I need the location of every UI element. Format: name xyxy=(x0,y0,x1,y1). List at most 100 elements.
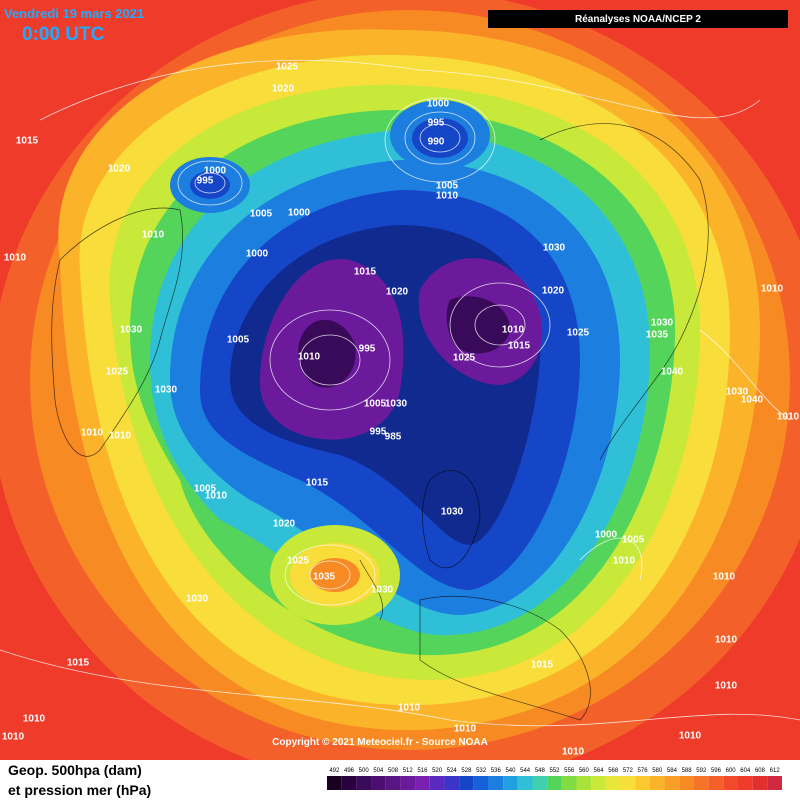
isobar-label: 995 xyxy=(370,427,387,438)
scale-label: 568 xyxy=(608,768,619,774)
isobar-label: 1010 xyxy=(502,325,525,336)
isobar-label: 1015 xyxy=(67,658,90,669)
isobar-label: 1010 xyxy=(454,724,477,735)
isobar-label: 1010 xyxy=(436,191,459,202)
isobar-label: 1000 xyxy=(288,208,311,219)
isobar-label: 1030 xyxy=(155,385,178,396)
scale-swatch xyxy=(649,776,665,790)
color-scale: 492 496 500 504 508 512 516 520 524 528 532 536 540 5… xyxy=(327,768,782,790)
scale-swatch xyxy=(356,776,372,790)
isobar-label: 1010 xyxy=(142,230,165,241)
scale-label: 588 xyxy=(682,768,693,774)
scale-label: 516 xyxy=(417,768,428,774)
scale-swatch xyxy=(605,776,621,790)
scale-label: 556 xyxy=(564,768,575,774)
isobar-label: 1005 xyxy=(436,181,459,192)
scale-swatch xyxy=(459,776,474,790)
isobar-label: 1025 xyxy=(567,328,590,339)
scale-label: 604 xyxy=(740,768,751,774)
isobar-label: 1020 xyxy=(386,287,409,298)
scale-label: 500 xyxy=(359,768,370,774)
isobar-label: 1010 xyxy=(4,253,27,264)
footer-line1: Geop. 500hpa (dam) xyxy=(8,762,142,778)
isobar-label: 1025 xyxy=(276,62,299,73)
scale-swatch xyxy=(473,776,489,790)
isobar-label: 1030 xyxy=(120,325,143,336)
scale-label: 548 xyxy=(535,768,546,774)
scale-label: 504 xyxy=(373,768,384,774)
isobar-label: 985 xyxy=(385,432,402,443)
isobar-label: 1000 xyxy=(246,249,269,260)
scale-swatch xyxy=(503,776,518,790)
isobar-label: 1020 xyxy=(542,286,565,297)
isobar-label: 1030 xyxy=(651,318,674,329)
scale-label: 612 xyxy=(770,768,781,774)
isobar-label: 1025 xyxy=(106,367,129,378)
isobar-label: 1035 xyxy=(313,572,336,583)
isobar-label: 1010 xyxy=(298,352,321,363)
scale-swatch xyxy=(517,776,533,790)
isobar-label: 1015 xyxy=(508,341,531,352)
scale-swatch xyxy=(620,776,636,790)
isobar-label: 1005 xyxy=(364,399,387,410)
scale-label: 552 xyxy=(549,768,560,774)
isobar-label: 1005 xyxy=(622,535,645,546)
isobar-label: 1010 xyxy=(613,556,636,567)
isobar-label: 1020 xyxy=(273,519,296,530)
scale-swatch xyxy=(767,776,782,790)
date: Vendredi 19 mars 2021 xyxy=(4,6,144,21)
isobar-label: 1005 xyxy=(250,209,273,220)
scale-swatch xyxy=(385,776,401,790)
isobar-label: 1010 xyxy=(398,703,421,714)
scale-label: 540 xyxy=(505,768,516,774)
footer-line2: et pression mer (hPa) xyxy=(8,782,151,798)
isobar-label: 1000 xyxy=(427,99,450,110)
scale-swatch xyxy=(561,776,577,790)
isobar-label: 1030 xyxy=(441,507,464,518)
isobar-label: 1025 xyxy=(453,353,476,364)
isobar-label: 1040 xyxy=(741,395,764,406)
scale-label: 520 xyxy=(432,768,443,774)
isobar-label: 1015 xyxy=(531,660,554,671)
isobar-label: 1010 xyxy=(205,491,228,502)
scale-label: 600 xyxy=(726,768,737,774)
time: 0:00 UTC xyxy=(22,24,105,45)
scale-swatch xyxy=(591,776,606,790)
isobar-label: 995 xyxy=(197,176,214,187)
scale-label: 608 xyxy=(755,768,766,774)
isobar-label: 1005 xyxy=(194,484,217,495)
scale-swatch xyxy=(693,776,709,790)
scale-swatch xyxy=(547,776,562,790)
isobar-label: 1030 xyxy=(186,594,209,605)
scale-label: 496 xyxy=(344,768,355,774)
isobar-label: 1035 xyxy=(646,330,669,341)
scale-swatch xyxy=(679,776,694,790)
scale-swatch xyxy=(488,776,504,790)
scale-swatch xyxy=(752,776,768,790)
isobar-label: 1015 xyxy=(16,136,39,147)
isobar-label: 1010 xyxy=(2,732,25,743)
scale-label: 528 xyxy=(461,768,472,774)
isobar-label: 1010 xyxy=(715,635,738,646)
isobar-label: 1010 xyxy=(109,431,132,442)
isobar-label: 1030 xyxy=(543,243,566,254)
isobar-label: 1000 xyxy=(595,530,618,541)
isobar-label: 1010 xyxy=(715,681,738,692)
scale-swatch xyxy=(429,776,445,790)
isobar-label: 995 xyxy=(359,344,376,355)
copyright: Copyright © 2021 Meteociel.fr - Source N… xyxy=(272,737,488,748)
scale-swatch xyxy=(400,776,416,790)
isobar-label: 1010 xyxy=(777,412,800,423)
scale-label: 580 xyxy=(652,768,663,774)
source-box xyxy=(488,10,788,28)
isobar-label: 1010 xyxy=(679,731,702,742)
scale-label: 572 xyxy=(623,768,634,774)
scale-swatch xyxy=(532,776,548,790)
isobar-label: 1020 xyxy=(272,84,295,95)
isobar-label: 1010 xyxy=(81,428,104,439)
isobar-label: 1010 xyxy=(562,747,585,758)
source: Réanalyses NOAA/NCEP 2 xyxy=(575,14,701,25)
scale-swatch xyxy=(444,776,460,790)
scale-swatch xyxy=(664,776,680,790)
